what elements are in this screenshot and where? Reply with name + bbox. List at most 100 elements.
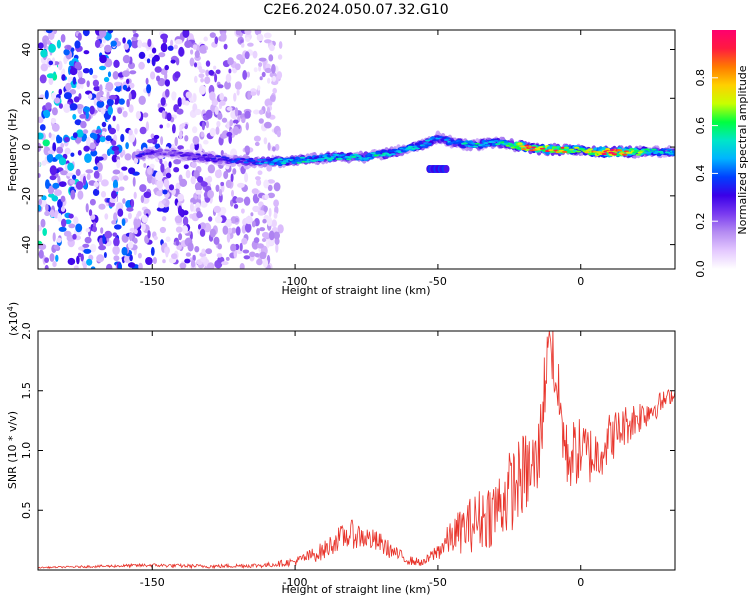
spectrogram-ridge-cell [154,150,160,153]
spectrogram-noise-cell [112,232,118,237]
spectrogram-y-axis: -40 -20 0 20 40 [20,43,675,254]
spectrogram-ridge-cell [517,142,523,145]
spectrogram-noise-cell [232,168,237,175]
spectrogram-noise-cell [46,73,55,79]
spectrogram-noise-cell [267,216,273,227]
spectrogram-noise-cell [266,106,271,114]
spectrogram-noise-cell [85,169,94,174]
spectrogram-ridge-cell [205,159,211,162]
spectrogram-noise-cell [207,262,215,269]
spectrogram-noise-cell [251,188,259,195]
spectrogram-noise-cell [179,125,183,132]
spectrogram-ridge-cell [380,154,386,157]
spectrogram-noise-cell [77,77,86,85]
spectrogram-noise-cell [190,176,196,185]
spectrogram-noise-cell [80,120,87,129]
spectrogram-ridge-cell [191,158,198,161]
colorbar-tick-label: 0.8 [694,69,707,87]
spectrogram-noise-cell [139,126,147,135]
snr-x-tick-label: 0 [577,576,584,589]
spectrogram-ridge-cell [611,153,618,156]
spectrogram-noise-cell [100,227,104,234]
colorbar-ticks: 0.0 0.2 0.4 0.6 0.8 [694,69,718,278]
spectrogram-noise-cell [51,92,57,100]
spectrogram-noise-cell [52,142,57,153]
spectrogram-noise-cell [85,203,89,213]
spectrogram-ridge-cell [227,159,234,161]
spectrogram-noise-cell [275,242,279,253]
spectrogram-noise-cell [98,203,106,210]
spectrogram-noise-cell [267,142,271,151]
spectrogram-noise-cell [38,116,44,124]
spectrogram-noise-cell [230,173,234,182]
spectrogram-noise-cell [196,211,203,219]
spectrogram-ridge-cell [329,157,335,160]
spectrogram-ridge-cell [569,148,575,151]
spectrogram-noise-cell [145,257,153,265]
spectrogram-noise-cell [144,57,148,61]
spectrogram-noise-cell [92,79,99,88]
spectrogram-x-tick-label: -50 [429,275,447,288]
spectrogram-noise-cell [226,131,233,137]
spectrogram-noise-cell [277,54,283,60]
spectrogram-noise-cell [45,102,52,110]
spectrogram-noise-cell [57,199,63,209]
spectrogram-ridge-cell [521,148,527,151]
spectrogram-noise-cell [184,258,191,264]
spectrogram-noise-cell [205,109,213,120]
spectrogram-noise-cell [84,236,92,244]
spectrogram-noise-cell [219,100,226,106]
spectrogram-ridge-cell [539,147,546,150]
spectrogram-noise-cell [77,150,82,156]
spectrogram-noise-cell [114,87,121,92]
spectrogram-noise-cell [137,39,143,49]
spectrogram-noise-cell [107,30,114,34]
spectrogram-noise-cell [187,242,194,252]
spectrogram-noise-cell [244,30,252,35]
spectrogram-noise-cell [274,237,280,245]
spectrogram-noise-cell [39,94,45,100]
spectrogram-noise-cell [225,73,232,83]
spectrogram-noise-cell [226,106,233,111]
spectrogram-noise-cell [261,238,267,242]
spectrogram-noise-cell [213,65,217,70]
spectrogram-noise-cell [268,54,274,62]
spectrogram-ridge-cell [209,155,215,157]
spectrogram-noise-cell [133,157,139,164]
spectrogram-noise-cell [60,34,66,43]
spectrogram-noise-cell [103,76,110,83]
spectrogram-noise-cell [239,263,245,269]
spectrogram-noise-cell [105,135,112,142]
spectrogram-noise-cell [231,189,234,197]
spectrogram-noise-cell [178,130,183,140]
spectrogram-ridge-cell [495,143,501,146]
spectrogram-noise-cell [129,70,137,75]
spectrogram-noise-cell [44,257,49,263]
spectrogram-ridge-cell [277,158,283,161]
spectrogram-noise-cell [45,203,49,212]
spectrogram-ridge-cell [195,153,201,156]
spectrogram-noise-cell [49,165,57,176]
spectrogram-ridge-cell [214,159,220,162]
spectrogram-x-tick-label: 0 [577,275,584,288]
spectrogram-noise-cell [219,92,225,101]
spectrogram-marks [38,30,675,269]
spectrogram-noise-cell [58,181,67,188]
spectrogram-noise-cell [259,251,267,260]
spectrogram-x-axis: -150 -100 -50 0 [140,30,584,288]
spectrogram-noise-cell [160,33,169,40]
spectrogram-ridge-cell [622,153,628,156]
spectrogram-ridge-cell [200,156,206,159]
colorbar-label: Normalized spectral amplitude [736,65,749,234]
spectrogram-noise-cell [243,255,251,260]
spectrogram-noise-cell [69,89,77,95]
spectrogram-ridge-cell [584,151,590,154]
spectrogram-noise-cell [68,60,74,67]
spectrogram-noise-cell [48,77,54,85]
spectrogram-noise-cell [276,130,281,138]
spectrogram-noise-cell [217,112,223,120]
spectrogram-noise-cell [233,92,237,102]
spectrogram-noise-cell [258,62,263,67]
spectrogram-noise-cell [234,217,239,223]
spectrogram-noise-cell [215,69,221,75]
